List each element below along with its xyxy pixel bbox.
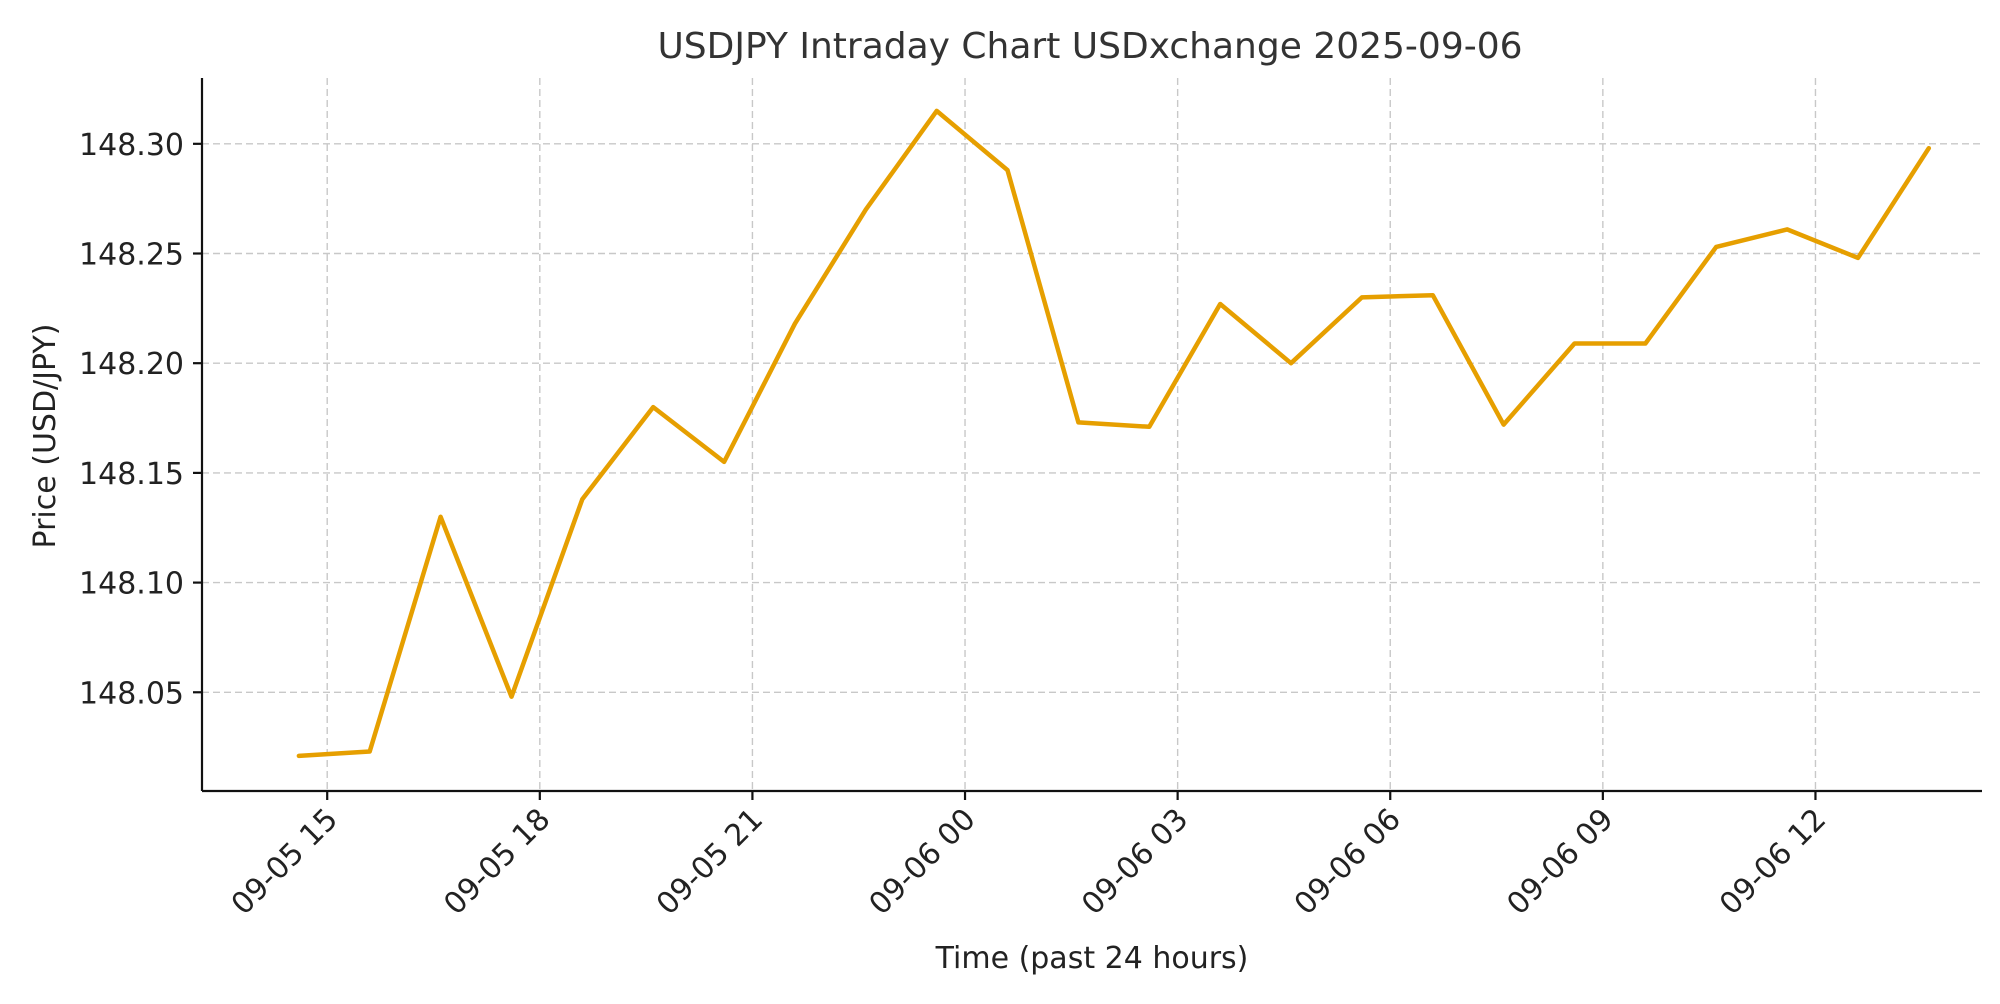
- grid: [202, 78, 1982, 791]
- y-tick-label: 148.05: [79, 676, 184, 711]
- x-tick-label: 09-06 09: [1500, 802, 1620, 922]
- y-tick-label: 148.10: [79, 567, 184, 602]
- y-tick-label: 148.30: [79, 128, 184, 163]
- price-series-line: [296, 108, 1932, 759]
- y-axis-label: Price (USD/JPY): [28, 324, 63, 549]
- y-tick-label: 148.20: [79, 347, 184, 382]
- chart-title: USDJPY Intraday Chart USDxchange 2025-09…: [657, 26, 1522, 67]
- ticks: 148.05 148.10 148.15 148.20 148.25 148.30 09-0…: [79, 128, 1833, 922]
- x-tick-label: 09-06 06: [1288, 802, 1408, 922]
- x-tick-label: 09-05 18: [437, 802, 557, 922]
- x-tick-label: 09-06 03: [1075, 802, 1195, 922]
- axes: [200, 78, 1982, 793]
- x-tick-label: 09-06 00: [863, 802, 983, 922]
- x-tick-label: 09-05 21: [650, 802, 770, 922]
- x-tick-label: 09-05 15: [225, 802, 345, 922]
- series-layer: [296, 108, 1932, 759]
- x-axis-label: Time (past 24 hours): [935, 941, 1249, 976]
- x-tick-label: 09-06 12: [1713, 802, 1833, 922]
- y-tick-label: 148.15: [79, 457, 184, 492]
- y-tick-label: 148.25: [79, 238, 184, 273]
